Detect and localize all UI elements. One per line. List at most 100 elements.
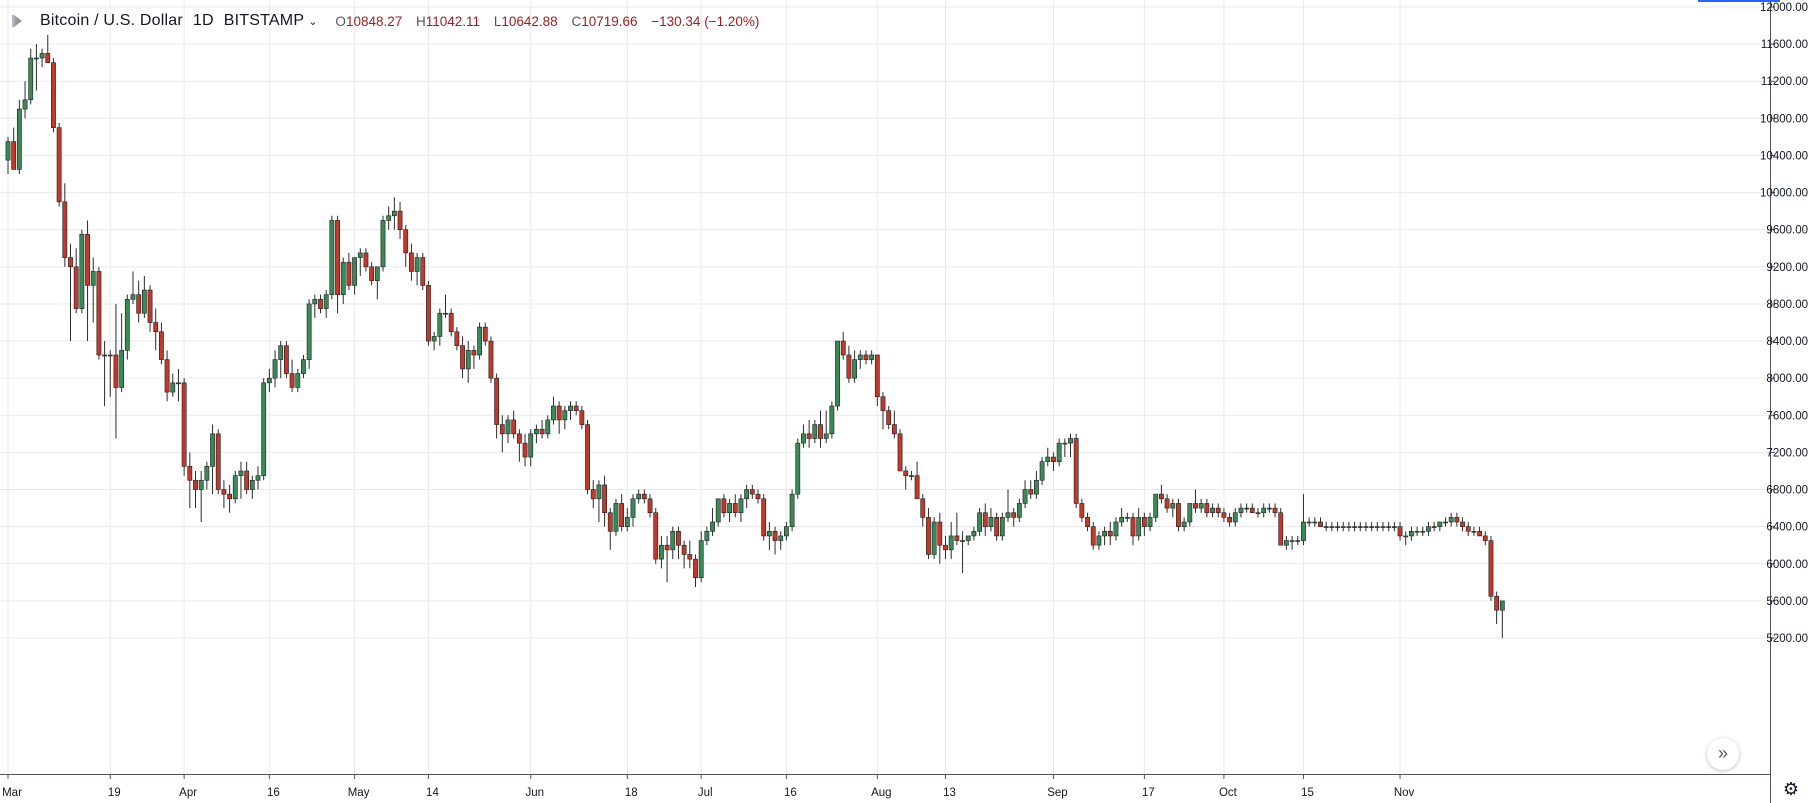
candle-body — [857, 354, 863, 360]
time-tick-label: May — [348, 787, 370, 799]
price-tick-label: 8400.00 — [1766, 336, 1808, 348]
candle-body — [221, 489, 227, 495]
candle-body — [1318, 521, 1323, 527]
price-axis[interactable]: 5200.00 5600.00 6000.00 6400.00 6800.00 7200.… — [1760, 0, 1808, 803]
candle-body — [409, 252, 414, 272]
candle-body — [363, 252, 369, 268]
time-tick-label: Apr — [179, 787, 197, 799]
candle-body — [45, 53, 51, 63]
candle-body — [471, 350, 477, 356]
candle-body — [647, 498, 653, 514]
candle-body — [1272, 507, 1278, 514]
candle-body — [164, 359, 170, 393]
candle-body — [1227, 517, 1232, 523]
candle-body — [1034, 479, 1039, 495]
chevron-down-icon[interactable]: ⌄ — [308, 15, 318, 28]
candle-body — [266, 377, 272, 384]
candle-body — [1386, 526, 1392, 528]
candle-body — [1437, 521, 1443, 527]
price-tick-label: 9200.00 — [1766, 262, 1808, 274]
candle-body — [556, 405, 562, 421]
price-tick-label: 10400.00 — [1760, 150, 1808, 162]
candle-body — [994, 517, 1000, 537]
interval-label[interactable]: 1D — [192, 12, 214, 29]
candle-body — [1016, 503, 1022, 518]
candle-body — [1153, 493, 1159, 518]
candle-body — [573, 405, 579, 411]
candle-body — [1090, 526, 1096, 546]
low-value: 10642.88 — [501, 13, 558, 29]
symbol-name[interactable]: Bitcoin / U.S. Dollar — [40, 12, 183, 29]
candle-body — [414, 257, 420, 272]
candle-body — [1051, 456, 1056, 462]
candle-body — [386, 215, 392, 221]
time-tick-label: 14 — [426, 787, 439, 799]
candle-body — [835, 340, 840, 407]
candle-body — [511, 419, 517, 435]
price-axis-highlight — [1698, 0, 1780, 2]
candle-body — [397, 210, 403, 231]
candle-body — [477, 326, 482, 356]
candle-body — [1193, 503, 1198, 509]
candle-body — [448, 312, 454, 333]
candle-body — [1113, 521, 1119, 537]
candle-body — [874, 354, 880, 398]
candle-body — [39, 53, 45, 59]
time-tick-label: Nov — [1394, 787, 1415, 799]
candle-body — [1079, 503, 1085, 518]
time-axis[interactable]: Mar 19 Apr 16 May 14 Jun 18 Jul 16 Aug 13 Sep 17 Oct 15… — [0, 774, 1770, 799]
candle-body — [1130, 517, 1136, 537]
candle-body — [965, 535, 971, 541]
candle-body — [102, 354, 107, 357]
candle-body — [670, 530, 676, 551]
candle-body — [636, 493, 642, 500]
candle-body — [653, 512, 659, 560]
candle-body — [698, 540, 704, 578]
candle-body — [1488, 540, 1494, 597]
candle-body — [68, 257, 73, 268]
candle-body — [284, 345, 289, 374]
candle-body — [607, 512, 613, 532]
open-label: O — [335, 13, 346, 29]
candle-body — [693, 558, 698, 578]
candle-body — [1215, 507, 1221, 514]
price-tick-label: 11200.00 — [1761, 76, 1808, 88]
candle-body — [73, 266, 79, 309]
candle-body — [789, 493, 795, 527]
candle-body — [193, 479, 198, 490]
candle-body — [687, 554, 693, 560]
grid-lines — [0, 0, 1770, 774]
candle-body — [181, 382, 187, 467]
price-tick-label: 8000.00 — [1766, 373, 1808, 385]
candle-body — [198, 479, 204, 490]
candle-body — [1232, 512, 1238, 523]
candle-body — [1482, 535, 1488, 541]
candle-body — [141, 289, 147, 314]
candle-body — [227, 493, 232, 500]
candle-body — [346, 261, 352, 286]
candle-body — [113, 354, 119, 388]
candle-body — [16, 108, 22, 170]
candle-body — [1249, 507, 1255, 514]
gear-icon[interactable]: ⚙ — [1782, 779, 1800, 799]
candle-body — [1005, 512, 1011, 518]
time-tick-label: 19 — [108, 787, 121, 799]
exchange-label[interactable]: BITSTAMP — [223, 12, 305, 29]
time-tick-label: 15 — [1301, 787, 1314, 799]
candle-body — [641, 493, 647, 500]
candle-body — [749, 489, 755, 495]
candle-body — [374, 266, 380, 282]
candle-body — [596, 484, 602, 500]
candle-body — [920, 498, 926, 518]
candle-body — [1102, 530, 1107, 537]
candle-body — [11, 141, 17, 170]
candle-body — [136, 294, 142, 314]
time-tick-label: 16 — [267, 787, 280, 799]
candle-body — [329, 220, 335, 295]
candle-body — [562, 410, 568, 421]
candle-body — [999, 517, 1005, 537]
candle-body — [1176, 503, 1181, 527]
scroll-to-realtime-button[interactable]: » — [1707, 738, 1739, 770]
candle-body — [312, 299, 318, 305]
